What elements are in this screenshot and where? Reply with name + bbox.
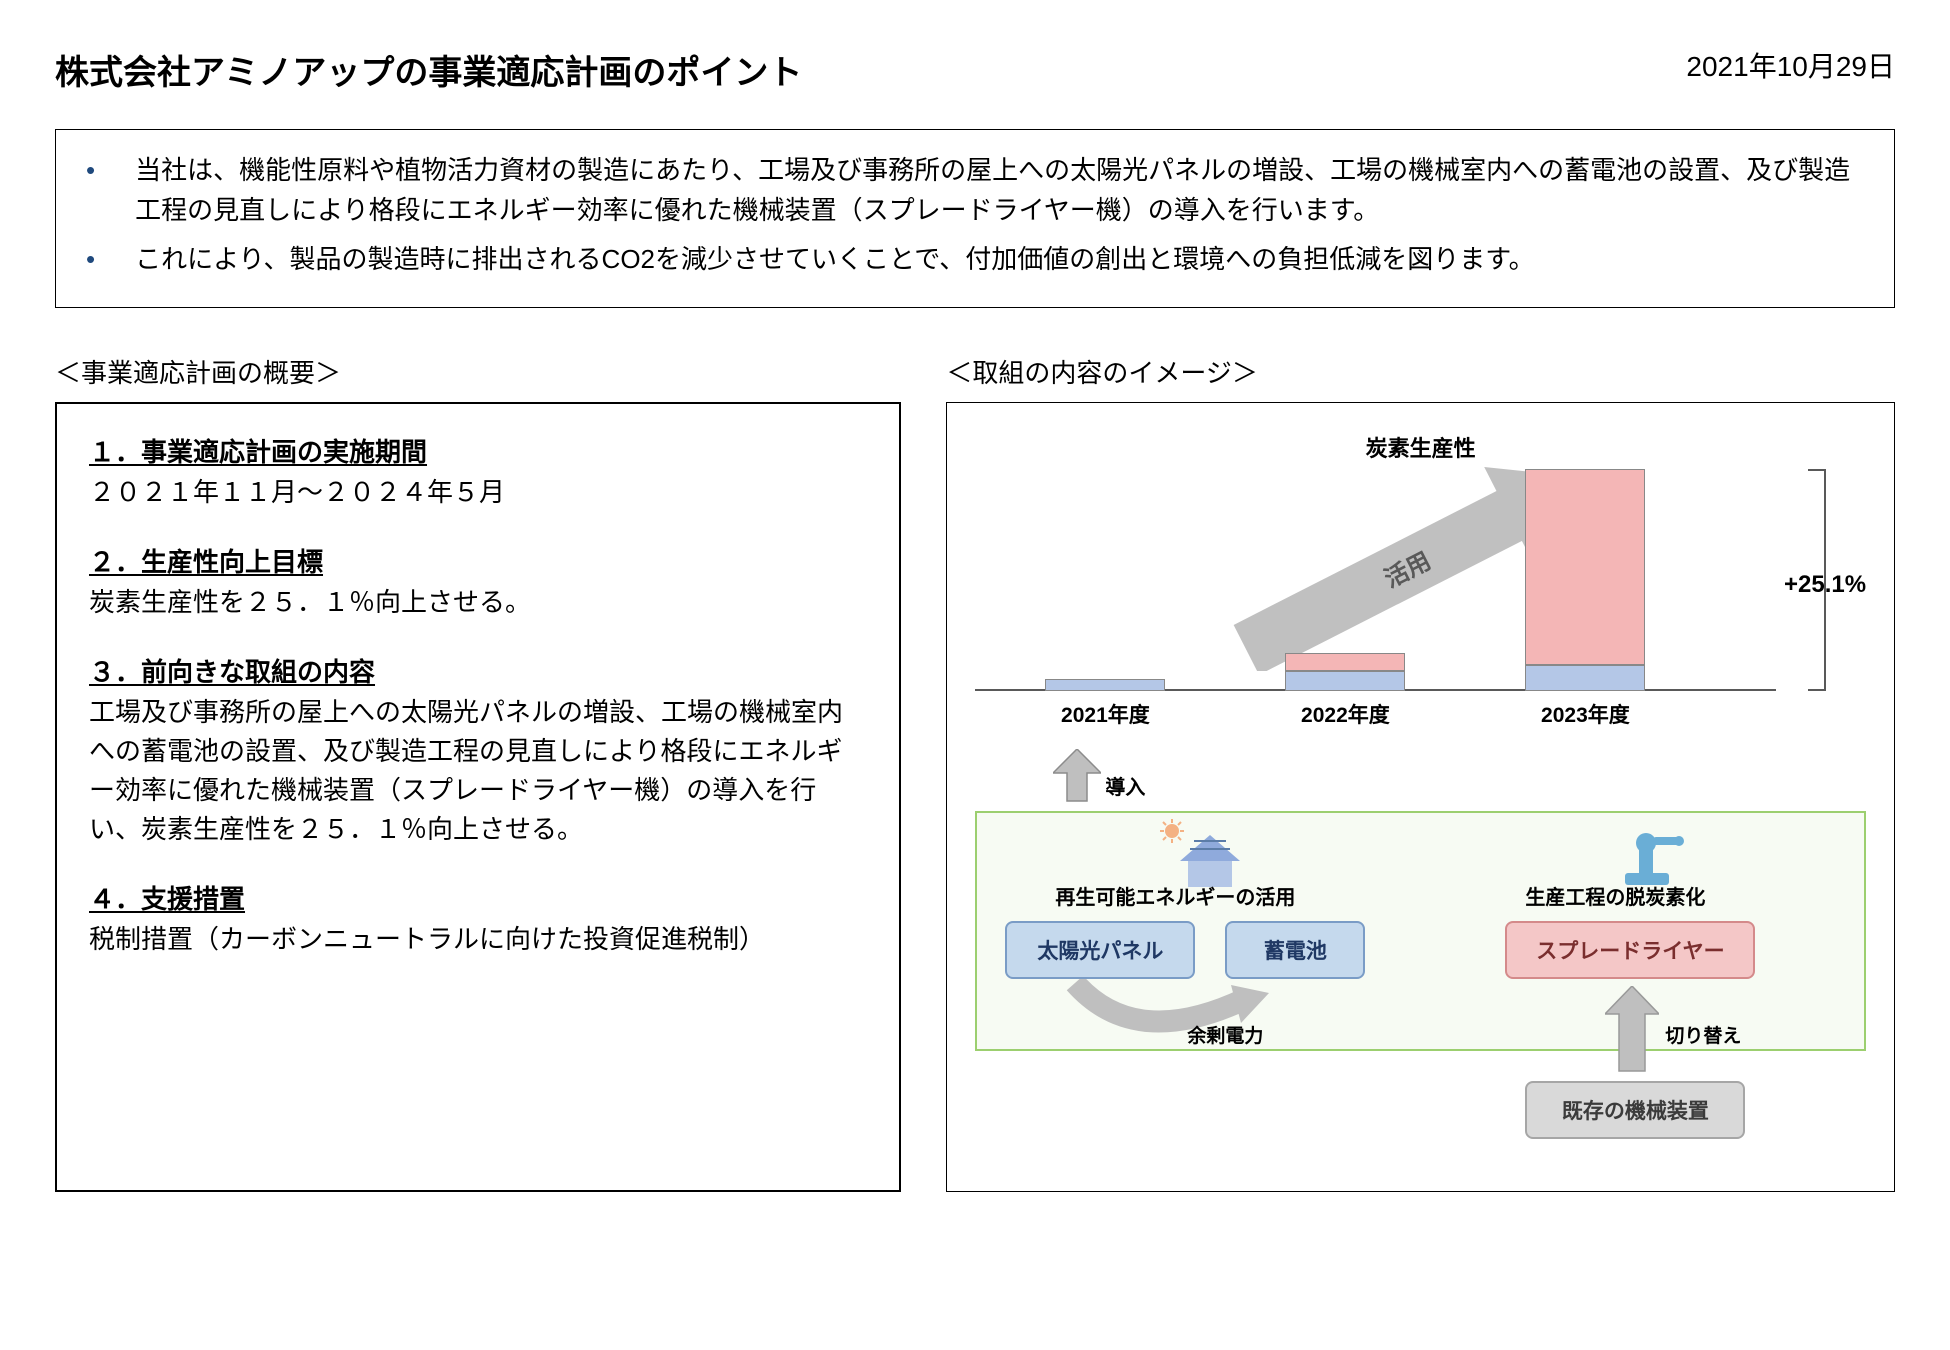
summary-box: 当社は、機能性原料や植物活力資材の製造にあたり、工場及び事務所の屋上への太陽光パ… [55, 129, 1895, 308]
summary-text: これにより、製品の製造時に排出されるCO2を減少させていくことで、付加価値の創出… [135, 239, 1534, 279]
carbon-chart: 炭素生産性 活用 2021年度 [975, 431, 1866, 731]
switch-label: 切り替え [1665, 1021, 1741, 1048]
plan-heading-1: １．事業適応計画の実施期間 [89, 432, 867, 469]
switch-arrow-icon [1605, 986, 1659, 1076]
machine-icon [1605, 819, 1685, 889]
plan-heading-2: ２．生産性向上目標 [89, 542, 867, 579]
plan-box: １．事業適応計画の実施期間 ２０２１年１１月～２０２４年５月 ２．生産性向上目標… [55, 402, 901, 1192]
right-box: 炭素生産性 活用 2021年度 [946, 402, 1895, 1192]
bracket-label: +25.1% [1784, 571, 1894, 599]
bar-label: 2022年度 [1265, 699, 1425, 729]
plan-body-4: 税制措置（カーボンニュートラルに向けた投資促進税制） [89, 920, 867, 959]
plan-body-1: ２０２１年１１月～２０２４年５月 [89, 473, 867, 512]
plan-heading-4: ４．支援措置 [89, 879, 867, 916]
surplus-label: 余剰電力 [1187, 1021, 1263, 1048]
bar-blue [1045, 679, 1165, 691]
group-right-title: 生産工程の脱炭素化 [1525, 881, 1705, 910]
node-existing: 既存の機械装置 [1525, 1081, 1745, 1139]
page-title: 株式会社アミノアップの事業適応計画のポイント [55, 45, 802, 94]
chart-title: 炭素生産性 [1366, 431, 1476, 463]
bar-blue [1525, 665, 1645, 691]
dounyu-label: 導入 [1105, 771, 1145, 800]
diagram: 導入 [965, 761, 1876, 1171]
node-dryer: スプレードライヤー [1505, 921, 1755, 979]
bracket: +25.1% [1808, 469, 1826, 691]
bar-label: 2021年度 [1025, 699, 1185, 729]
bar-pink [1285, 653, 1405, 671]
bar-blue [1285, 671, 1405, 691]
summary-text: 当社は、機能性原料や植物活力資材の製造にあたり、工場及び事務所の屋上への太陽光パ… [135, 150, 1864, 231]
left-section-label: ＜事業適応計画の概要＞ [55, 353, 901, 390]
summary-item: これにより、製品の製造時に排出されるCO2を減少させていくことで、付加価値の創出… [86, 239, 1864, 279]
plan-body-3: 工場及び事務所の屋上への太陽光パネルの増設、工場の機械室内への蓄電池の設置、及び… [89, 693, 867, 849]
bar-label: 2023年度 [1505, 699, 1665, 729]
plan-heading-3: ３．前向きな取組の内容 [89, 652, 867, 689]
up-arrow-icon [1053, 749, 1101, 809]
plan-body-2: 炭素生産性を２５．１％向上させる。 [89, 583, 867, 622]
node-battery: 蓄電池 [1225, 921, 1365, 979]
right-column: ＜取組の内容のイメージ＞ 炭素生産性 活用 2021年度 [946, 353, 1895, 1192]
group-left-title: 再生可能エネルギーの活用 [1055, 881, 1295, 910]
header: 株式会社アミノアップの事業適応計画のポイント 2021年10月29日 [55, 45, 1895, 94]
summary-item: 当社は、機能性原料や植物活力資材の製造にあたり、工場及び事務所の屋上への太陽光パ… [86, 150, 1864, 231]
bar-pink [1525, 469, 1645, 665]
left-column: ＜事業適応計画の概要＞ １．事業適応計画の実施期間 ２０２１年１１月～２０２４年… [55, 353, 901, 1192]
node-solar: 太陽光パネル [1005, 921, 1195, 979]
right-section-label: ＜取組の内容のイメージ＞ [946, 353, 1895, 390]
house-solar-icon [1160, 819, 1250, 889]
page-date: 2021年10月29日 [1686, 45, 1895, 85]
